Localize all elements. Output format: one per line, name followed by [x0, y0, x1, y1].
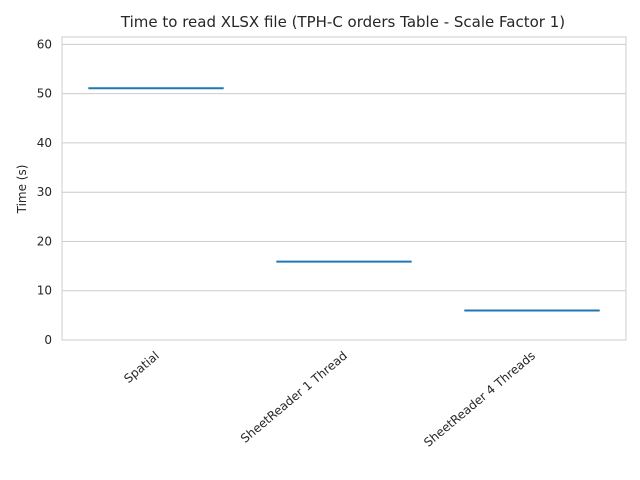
y-axis-label: Time (s): [15, 165, 29, 215]
y-tick-label: 30: [37, 185, 52, 199]
x-tick-label: SheetReader 1 Thread: [238, 349, 350, 446]
plot-area: [61, 36, 627, 341]
y-tick-label: 50: [37, 87, 52, 101]
y-tick-label: 20: [37, 234, 52, 248]
gridlines: [62, 43, 626, 341]
y-tick-labels: 0 10 20 30 40 50 60: [37, 37, 52, 347]
y-tick-label: 10: [37, 284, 52, 298]
x-tick-label: Spatial: [121, 349, 162, 386]
y-tick-label: 0: [44, 333, 52, 347]
y-tick-label: 60: [37, 37, 52, 51]
x-tick-label: SheetReader 4 Threads: [421, 349, 538, 450]
y-tick-label: 40: [37, 136, 52, 150]
data-marks: [88, 87, 600, 312]
chart-title: Time to read XLSX file (TPH-C orders Tab…: [120, 13, 565, 31]
x-tick-labels: Spatial SheetReader 1 Thread SheetReader 4…: [121, 349, 538, 450]
